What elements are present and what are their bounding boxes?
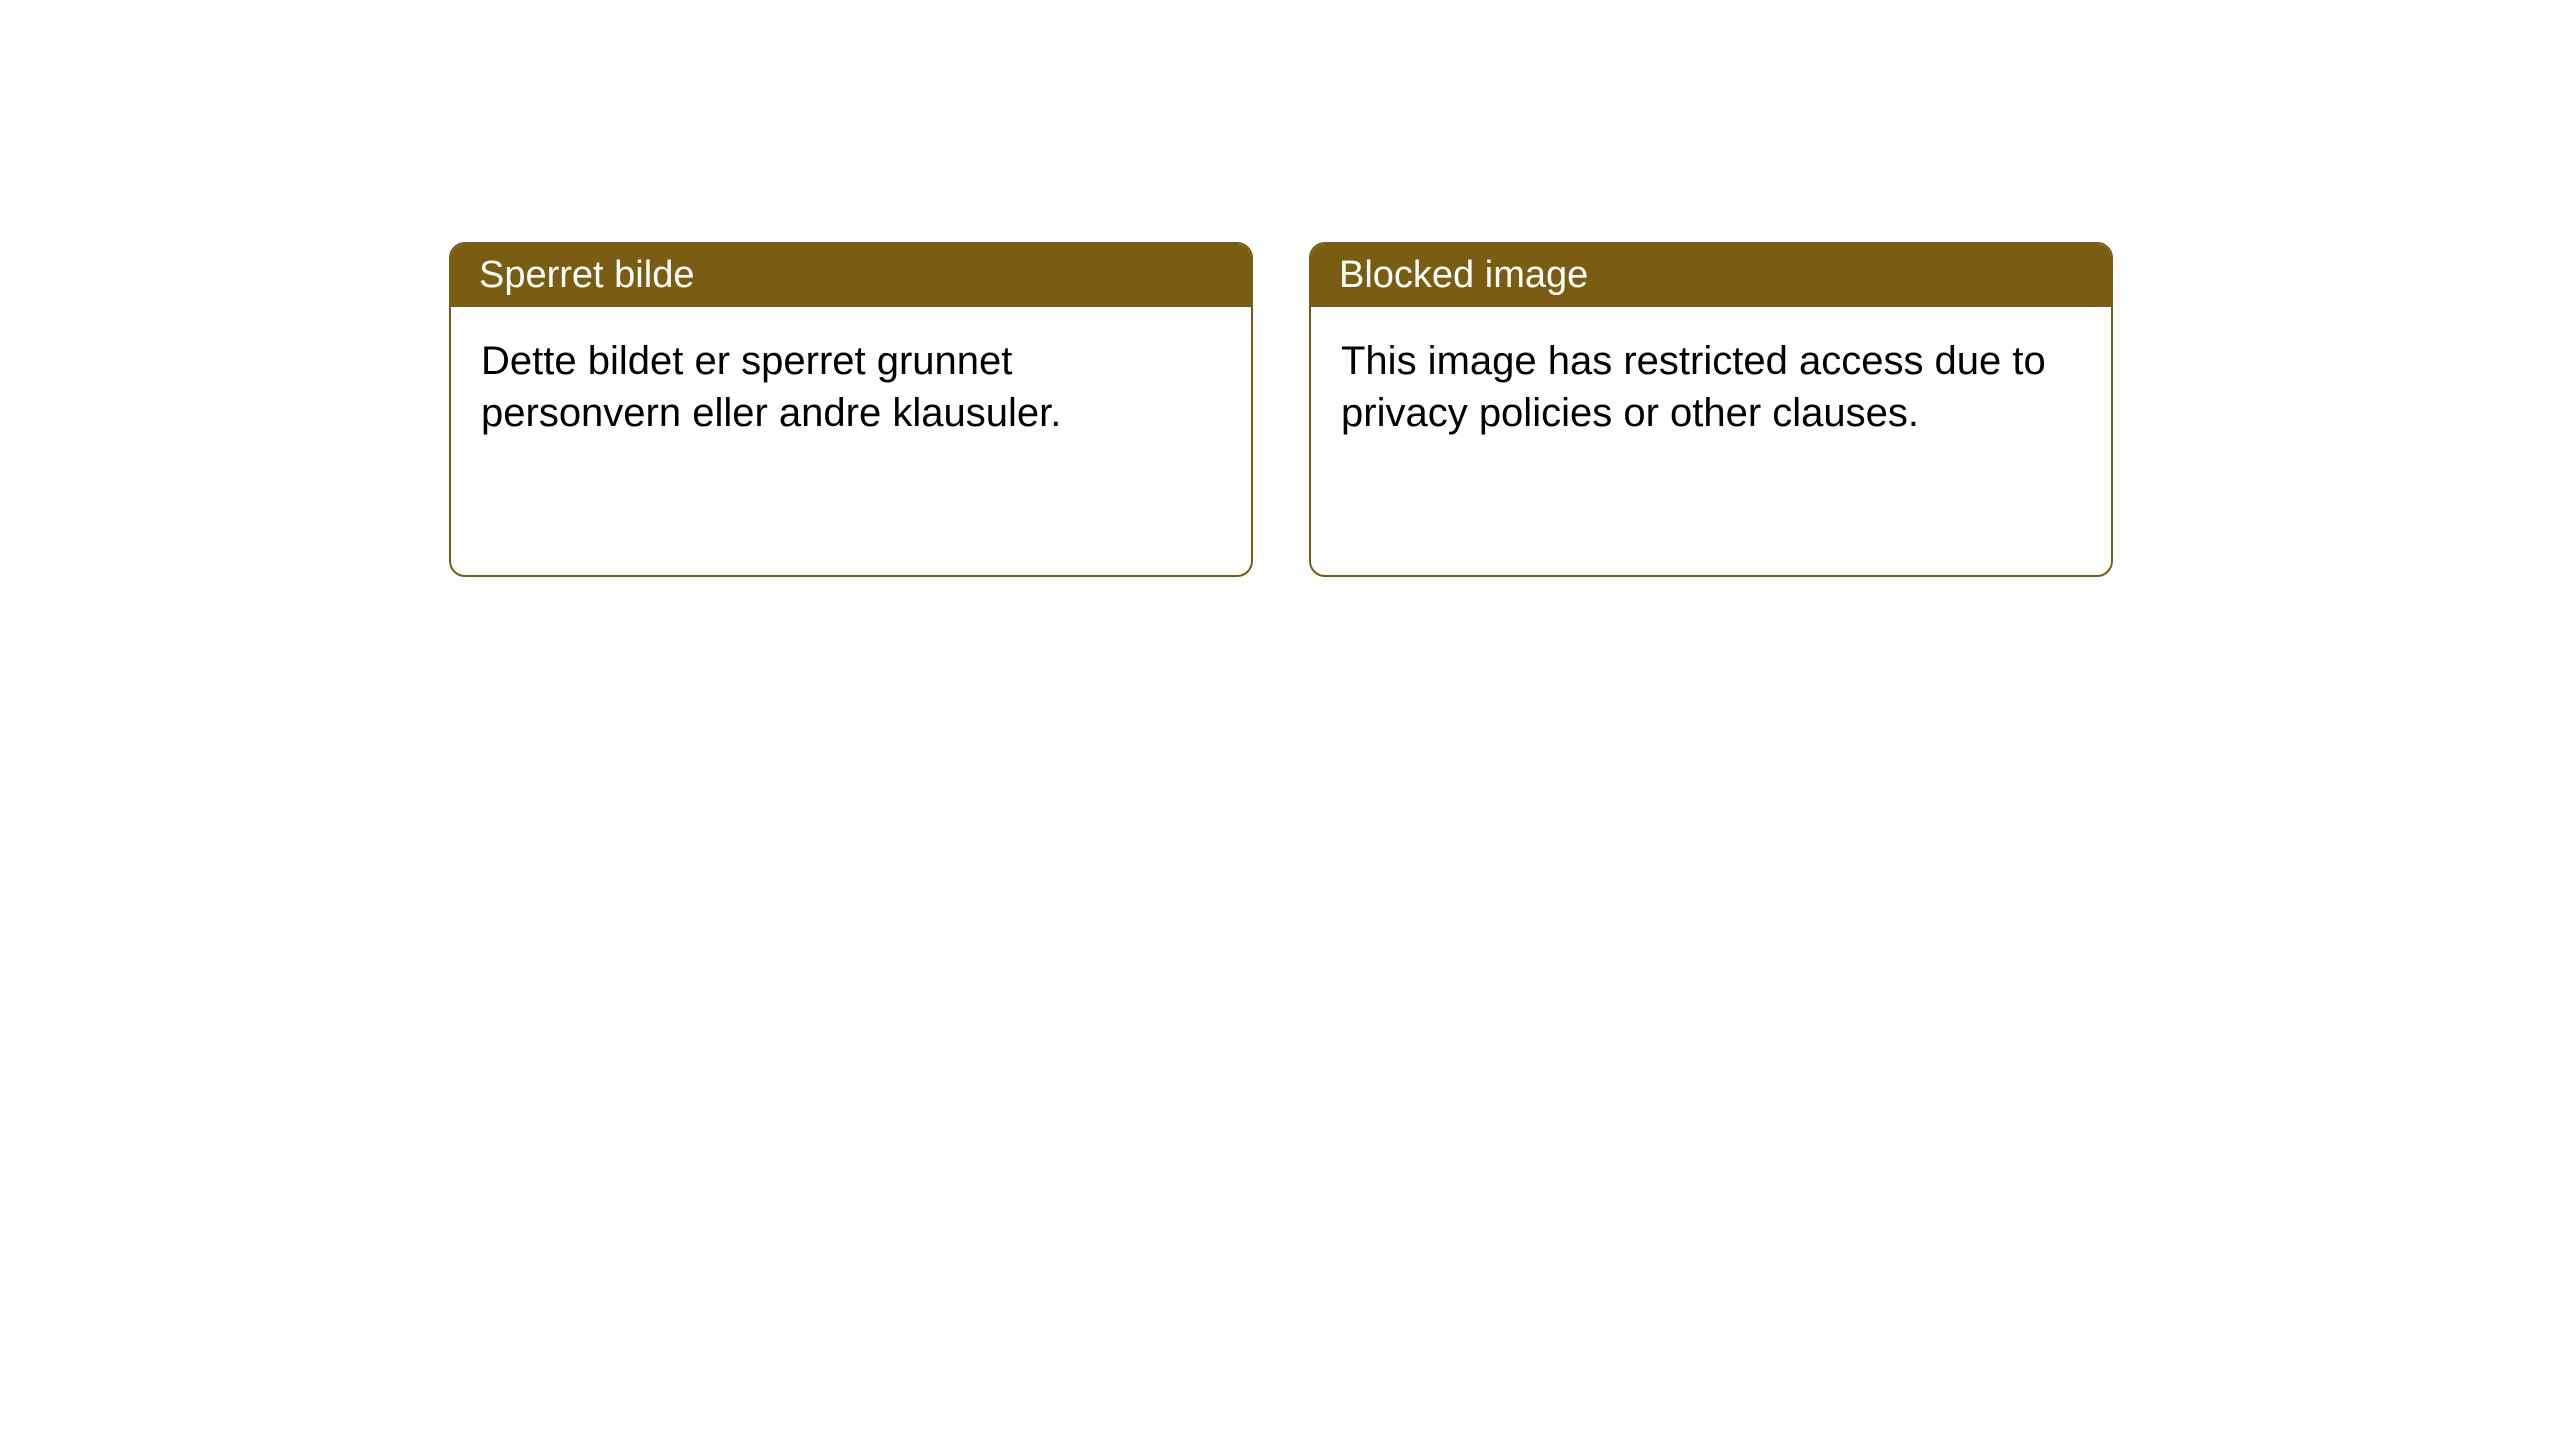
notice-card-english: Blocked image This image has restricted … [1309, 242, 2113, 577]
card-header-norwegian: Sperret bilde [451, 244, 1251, 307]
notice-card-norwegian: Sperret bilde Dette bildet er sperret gr… [449, 242, 1253, 577]
card-body-norwegian: Dette bildet er sperret grunnet personve… [451, 307, 1251, 467]
card-header-english: Blocked image [1311, 244, 2111, 307]
notice-cards-container: Sperret bilde Dette bildet er sperret gr… [449, 242, 2113, 577]
card-body-english: This image has restricted access due to … [1311, 307, 2111, 467]
